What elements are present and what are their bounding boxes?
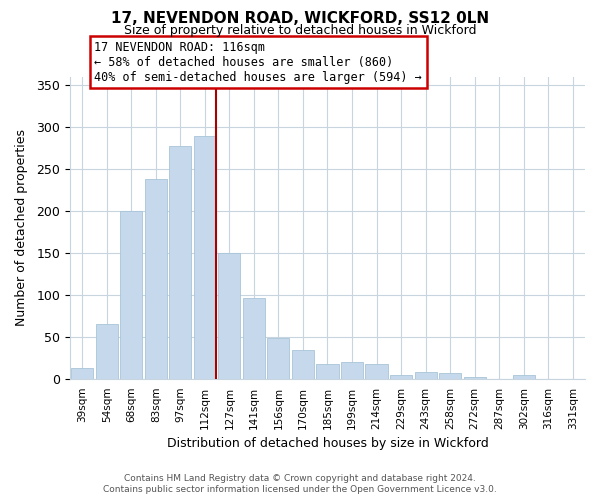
Text: 17 NEVENDON ROAD: 116sqm
← 58% of detached houses are smaller (860)
40% of semi-: 17 NEVENDON ROAD: 116sqm ← 58% of detach…	[94, 40, 422, 84]
Bar	[390, 374, 412, 379]
Bar	[415, 372, 437, 379]
Bar	[464, 377, 485, 379]
Bar	[316, 364, 338, 379]
Bar	[268, 338, 289, 379]
Bar	[145, 180, 167, 379]
Bar	[120, 211, 142, 379]
Bar	[95, 324, 118, 379]
X-axis label: Distribution of detached houses by size in Wickford: Distribution of detached houses by size …	[167, 437, 488, 450]
Bar	[341, 362, 363, 379]
Bar	[512, 374, 535, 379]
Text: 17, NEVENDON ROAD, WICKFORD, SS12 0LN: 17, NEVENDON ROAD, WICKFORD, SS12 0LN	[111, 11, 489, 26]
Bar	[365, 364, 388, 379]
Bar	[439, 373, 461, 379]
Text: Size of property relative to detached houses in Wickford: Size of property relative to detached ho…	[124, 24, 476, 37]
Y-axis label: Number of detached properties: Number of detached properties	[15, 130, 28, 326]
Text: Contains HM Land Registry data © Crown copyright and database right 2024.
Contai: Contains HM Land Registry data © Crown c…	[103, 474, 497, 494]
Bar	[194, 136, 216, 379]
Bar	[71, 368, 93, 379]
Bar	[243, 298, 265, 379]
Bar	[218, 253, 241, 379]
Bar	[292, 350, 314, 379]
Bar	[169, 146, 191, 379]
